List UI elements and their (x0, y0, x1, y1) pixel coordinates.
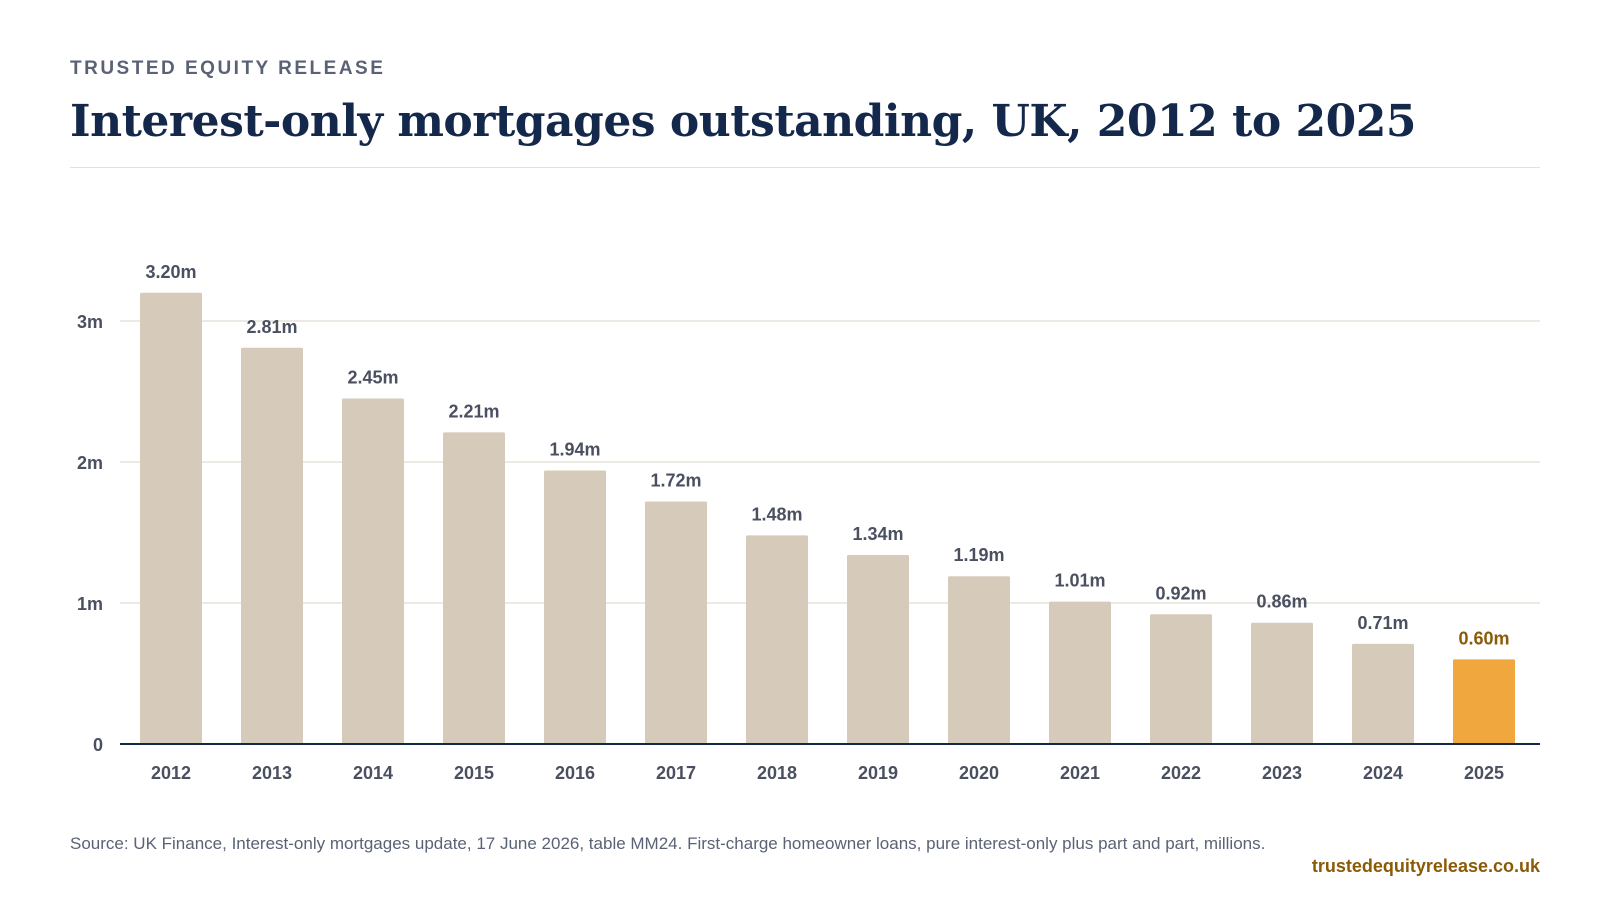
x-tick-label: 2016 (555, 763, 595, 783)
y-tick-label: 1m (77, 594, 103, 614)
x-tick-label: 2022 (1161, 763, 1201, 783)
chart-title: Interest-only mortgages outstanding, UK,… (70, 96, 1417, 147)
bar (847, 555, 909, 744)
value-label: 2.21m (448, 401, 499, 421)
value-label: 1.34m (852, 524, 903, 544)
x-tick-label: 2018 (757, 763, 797, 783)
bar (1049, 601, 1111, 744)
x-tick-label: 2021 (1060, 763, 1100, 783)
value-label: 1.48m (751, 504, 802, 524)
x-tick-label: 2020 (959, 763, 999, 783)
x-tick-label: 2013 (252, 763, 292, 783)
value-label: 0.60m (1458, 628, 1509, 648)
site-link[interactable]: trustedequityrelease.co.uk (1311, 856, 1540, 876)
y-tick-label: 3m (77, 312, 103, 332)
y-tick-label: 2m (77, 453, 103, 473)
value-label: 3.20m (145, 262, 196, 282)
x-tick-label: 2014 (353, 763, 393, 783)
y-tick-label: 0 (93, 735, 103, 755)
x-tick-label: 2017 (656, 763, 696, 783)
title-divider (70, 167, 1540, 168)
source-note: Source: UK Finance, Interest-only mortga… (70, 834, 1266, 853)
bar (443, 432, 505, 744)
value-label: 1.19m (953, 545, 1004, 565)
value-label: 2.81m (246, 317, 297, 337)
bar-highlight (1453, 659, 1515, 744)
x-tick-label: 2019 (858, 763, 898, 783)
x-tick-label: 2012 (151, 763, 191, 783)
value-label: 1.72m (650, 470, 701, 490)
value-label: 1.01m (1054, 571, 1105, 591)
brand-label: TRUSTED EQUITY RELEASE (70, 58, 386, 79)
x-tick-label: 2025 (1464, 763, 1504, 783)
bar (1251, 622, 1313, 744)
bar (746, 535, 808, 744)
bar (140, 292, 202, 744)
value-label: 0.86m (1256, 592, 1307, 612)
bar (948, 576, 1010, 744)
x-tick-label: 2015 (454, 763, 494, 783)
bar (1150, 614, 1212, 744)
bar (241, 347, 303, 744)
bar (1352, 643, 1414, 744)
bar (544, 470, 606, 744)
value-label: 0.71m (1357, 613, 1408, 633)
x-tick-label: 2024 (1363, 763, 1403, 783)
bar (645, 501, 707, 744)
x-tick-label: 2023 (1262, 763, 1302, 783)
bar (342, 398, 404, 744)
value-label: 2.45m (347, 368, 398, 388)
value-label: 1.94m (549, 439, 600, 459)
value-label: 0.92m (1155, 583, 1206, 603)
